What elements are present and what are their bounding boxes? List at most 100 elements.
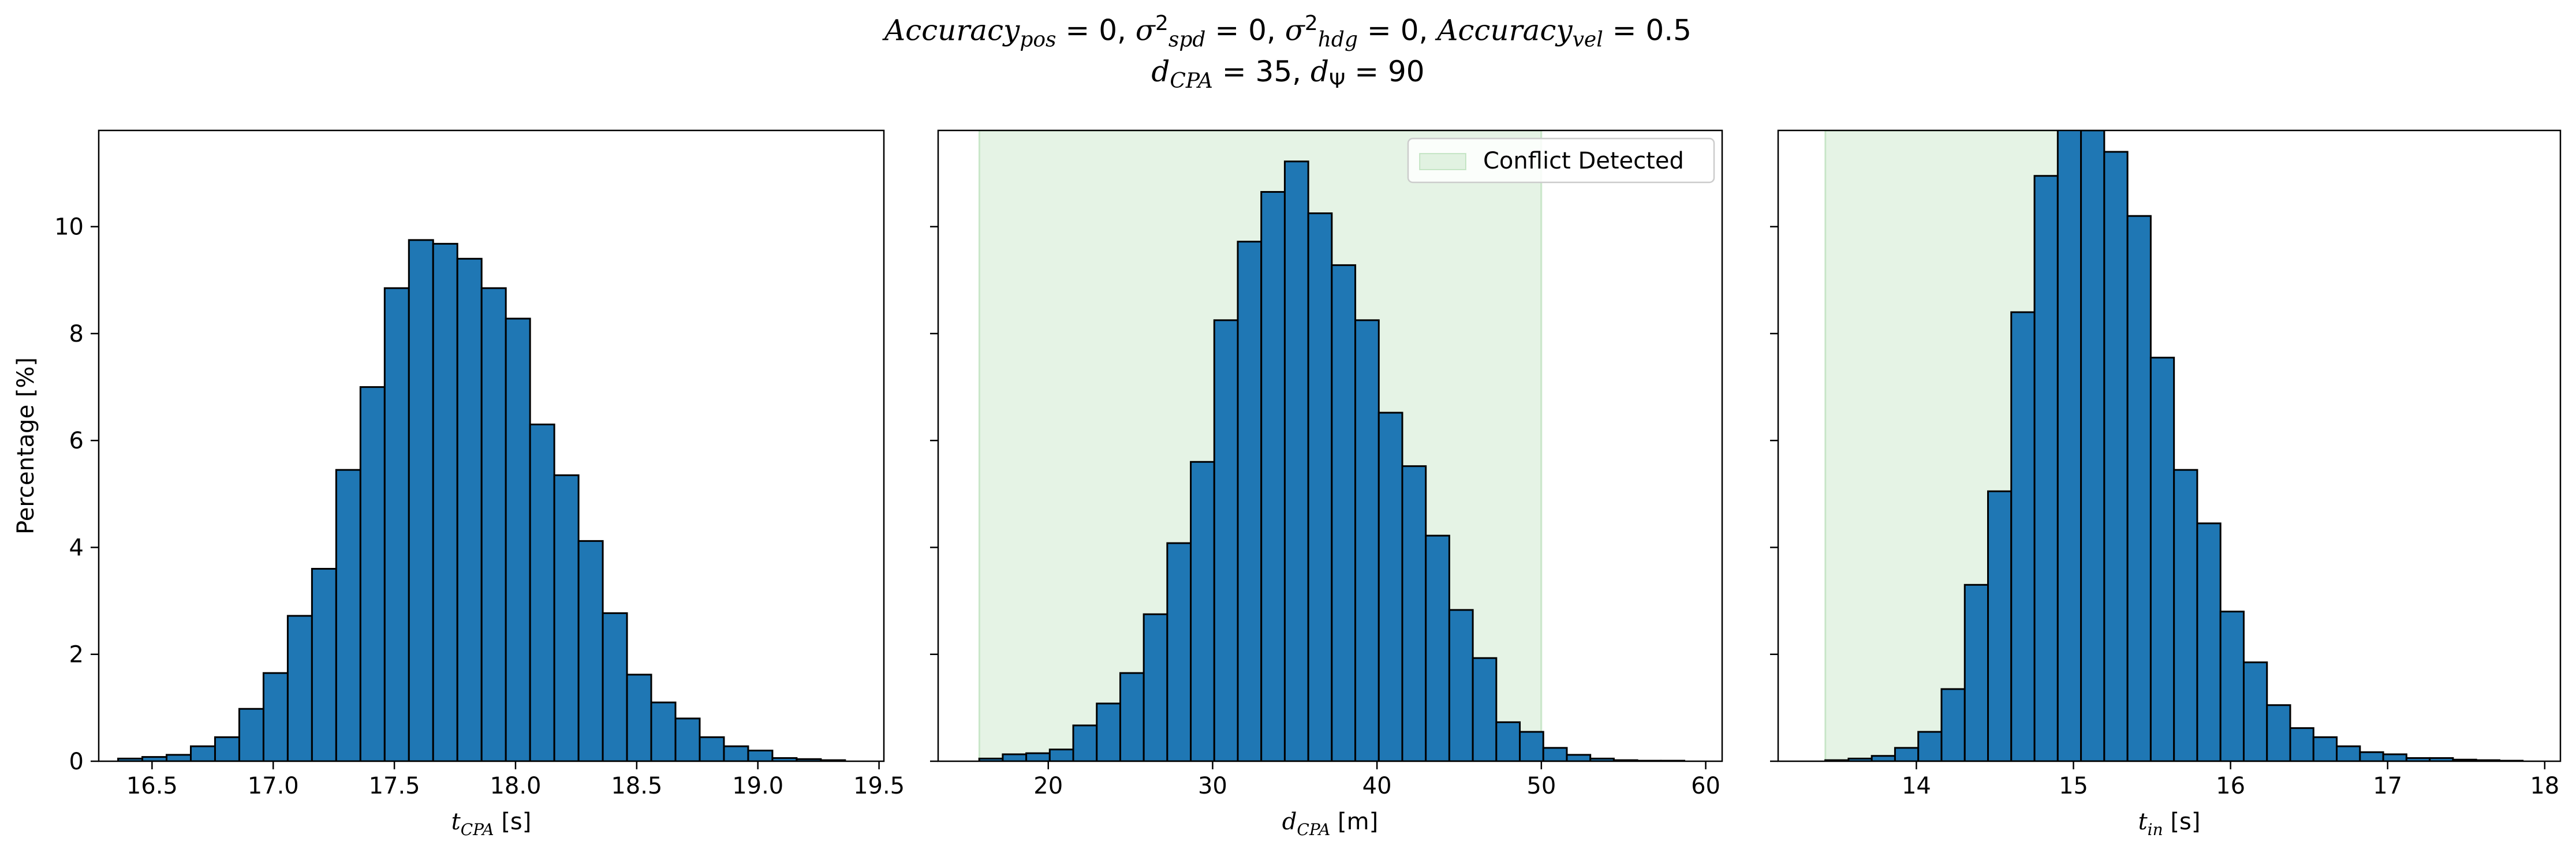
histogram-bar	[2196, 522, 2222, 761]
histogram-bar	[1072, 724, 1098, 761]
histogram-bar	[1283, 160, 1309, 761]
panel-2: 20 30 40 50 60 dCPA [m] Conflict Detected	[930, 129, 1723, 839]
histogram-bar	[2359, 751, 2384, 761]
histogram-bar	[432, 242, 458, 761]
x-tick-label: 17	[2373, 773, 2402, 799]
histogram-bar	[1213, 319, 1239, 761]
histogram-bar	[1237, 241, 1263, 761]
histogram-bar	[602, 612, 628, 761]
histogram-bar	[190, 745, 216, 761]
histogram-bar	[480, 287, 507, 761]
histogram-bar	[650, 701, 677, 761]
histogram-bar	[1401, 465, 1427, 761]
histogram-bar	[1096, 702, 1121, 761]
histogram-bar	[2266, 704, 2291, 761]
histogram-bar	[1354, 319, 1380, 761]
x-tick-label: 19.5	[853, 773, 905, 799]
histogram-bar	[1377, 411, 1403, 761]
histogram-bar	[1542, 747, 1568, 761]
histogram-bar	[359, 386, 386, 761]
x-tick-label: 18.5	[611, 773, 662, 799]
histogram-bar	[1894, 747, 1920, 761]
axes-frame	[1777, 129, 2562, 762]
x-axis-label: tCPA [s]	[451, 809, 532, 839]
histogram-bar	[2242, 661, 2268, 761]
legend-box	[1407, 137, 1715, 184]
y-axis-label: Percentage [%]	[13, 357, 39, 534]
x-tick-label: 40	[1362, 773, 1392, 799]
histogram-bar	[2312, 736, 2338, 761]
histogram-bar	[335, 469, 361, 761]
histogram-bar	[456, 257, 483, 761]
y-tick-label: 2	[69, 642, 84, 668]
x-tick-label: 18.0	[490, 773, 541, 799]
histogram-bar	[1495, 721, 1521, 761]
histogram-bar	[262, 672, 289, 761]
y-tick-label: 10	[54, 214, 84, 241]
y-tick-label: 0	[69, 749, 84, 775]
histogram-bar	[553, 474, 580, 761]
histogram-bar	[383, 287, 410, 761]
histogram-bar	[408, 239, 434, 761]
histogram-bar	[747, 749, 774, 761]
figure-title-line-1: Accuracypos = 0, σ2spd = 0, σ2hdg = 0, A…	[884, 12, 1692, 52]
y-tick-label: 6	[69, 428, 84, 454]
histogram-bar	[1871, 755, 1896, 761]
histogram-bar	[2126, 215, 2152, 761]
histogram-bar	[2219, 611, 2245, 761]
x-tick-label: 19.0	[732, 773, 783, 799]
x-tick-label: 16	[2216, 773, 2245, 799]
axes-frame	[937, 129, 1723, 762]
histogram-bar	[699, 736, 725, 761]
histogram-bar	[2149, 357, 2175, 761]
figure-title-line-2: dCPA = 35, dΨ = 90	[1151, 55, 1425, 93]
y-tick-label: 4	[69, 534, 84, 561]
x-tick-label: 16.5	[126, 773, 178, 799]
axes-frame	[98, 129, 885, 762]
x-axis-label: dCPA [m]	[1282, 809, 1378, 839]
histogram-bar	[1048, 749, 1074, 761]
histogram-bar	[626, 674, 652, 761]
x-tick-label: 30	[1198, 773, 1227, 799]
histogram-bar	[2056, 130, 2082, 761]
histogram-bar	[1025, 752, 1051, 761]
x-tick-label: 18	[2530, 773, 2559, 799]
histogram-bar	[1448, 609, 1474, 761]
histogram-bar	[1260, 191, 1286, 761]
histogram-bar	[2289, 727, 2314, 761]
histogram-bar	[723, 745, 749, 761]
histogram-bar	[311, 568, 337, 761]
x-tick-label: 15	[2059, 773, 2088, 799]
x-tick-label: 17.0	[248, 773, 299, 799]
histogram-bar	[1331, 264, 1357, 761]
histogram-bar	[577, 540, 604, 761]
histogram-bar	[214, 736, 240, 761]
histogram-bar	[1190, 461, 1215, 761]
y-tick-label: 8	[69, 321, 84, 347]
histogram-bar	[1002, 753, 1028, 761]
histogram-bar	[1472, 657, 1498, 761]
histogram-bar	[1519, 731, 1544, 761]
x-tick-label: 60	[1691, 773, 1720, 799]
x-tick-label: 14	[1902, 773, 1931, 799]
histogram-bar	[1425, 534, 1450, 761]
histogram-bar	[286, 615, 313, 761]
histogram-bar	[1917, 731, 1943, 761]
x-tick-label: 17.5	[369, 773, 420, 799]
histogram-bar	[1940, 688, 1966, 761]
histogram-bar	[505, 317, 531, 761]
legend: Conflict Detected	[1407, 137, 1715, 184]
histogram-bar	[1963, 583, 1989, 761]
histogram-bar	[2103, 151, 2129, 761]
histogram-bar	[2173, 469, 2198, 761]
histogram-bar	[2033, 175, 2059, 761]
histogram-bar	[2382, 753, 2407, 761]
histogram-bar	[238, 708, 264, 761]
panel-3: 14 15 16 17 18 tin [s]	[1770, 129, 2562, 839]
histogram-bar	[1166, 542, 1192, 761]
histogram-bar	[1307, 212, 1333, 761]
histogram-bar	[2080, 130, 2105, 761]
histogram-bar	[2336, 745, 2361, 761]
x-tick-label: 20	[1033, 773, 1063, 799]
